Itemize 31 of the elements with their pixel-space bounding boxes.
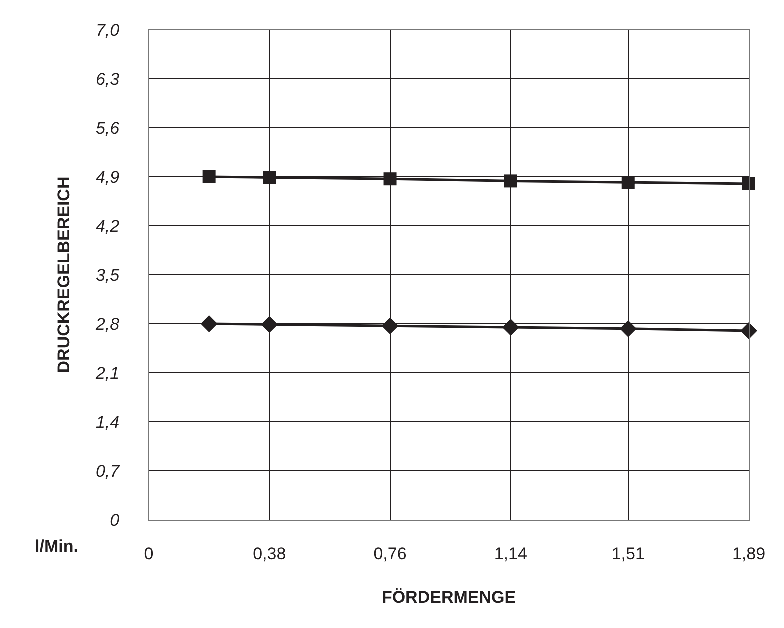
text: l/Min. bbox=[35, 537, 78, 556]
y-tick-label: 7,0 bbox=[96, 20, 120, 40]
y-tick-label: 0,7 bbox=[96, 462, 120, 481]
y-tick-label: 5,6 bbox=[96, 118, 120, 138]
x-tick-label: 0 bbox=[144, 544, 154, 564]
point bbox=[502, 319, 520, 336]
x-tick-label: 0,38 bbox=[253, 544, 286, 564]
x-tick-label: 1,89 bbox=[732, 544, 766, 564]
point bbox=[382, 318, 399, 335]
point bbox=[200, 316, 218, 332]
point bbox=[622, 176, 635, 190]
point bbox=[742, 178, 756, 190]
y-tick-label: 4,9 bbox=[96, 168, 120, 187]
point bbox=[620, 320, 637, 338]
x-tick-label: 0,76 bbox=[374, 544, 407, 564]
point bbox=[202, 170, 216, 184]
x-tick-label: 1,51 bbox=[612, 544, 645, 564]
y-axis-title: DRUCKREGELBEREICH bbox=[54, 176, 74, 374]
y-tick-label: 2,8 bbox=[94, 314, 120, 334]
y-tick-label: 2,1 bbox=[94, 364, 120, 383]
y-tick-label: 0 bbox=[110, 510, 120, 530]
point bbox=[263, 171, 276, 184]
x-tick-label: 1,14 bbox=[494, 544, 528, 564]
point bbox=[384, 172, 397, 186]
y-tick-label: 4,2 bbox=[96, 216, 120, 236]
y-tick-label: 3,5 bbox=[96, 266, 120, 285]
x-axis-title: FÖRDERMENGE bbox=[382, 588, 516, 607]
point bbox=[504, 174, 518, 188]
point bbox=[261, 316, 278, 334]
y-tick-label: 1,4 bbox=[96, 412, 120, 432]
y-tick-label: 6,3 bbox=[96, 70, 120, 89]
